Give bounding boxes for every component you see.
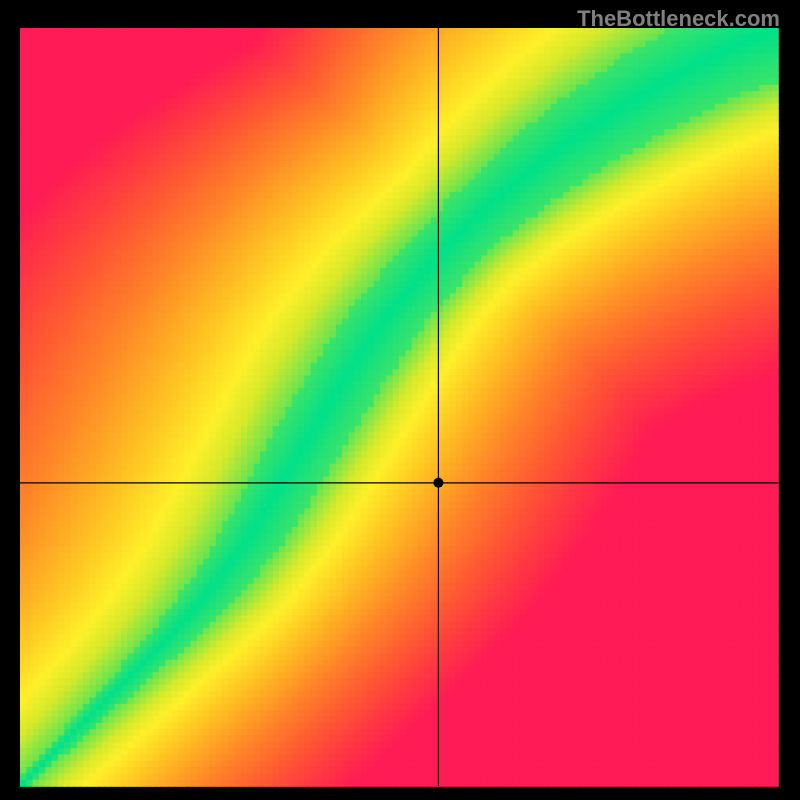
watermark-text: TheBottleneck.com xyxy=(577,6,780,32)
bottleneck-heatmap xyxy=(0,0,800,800)
